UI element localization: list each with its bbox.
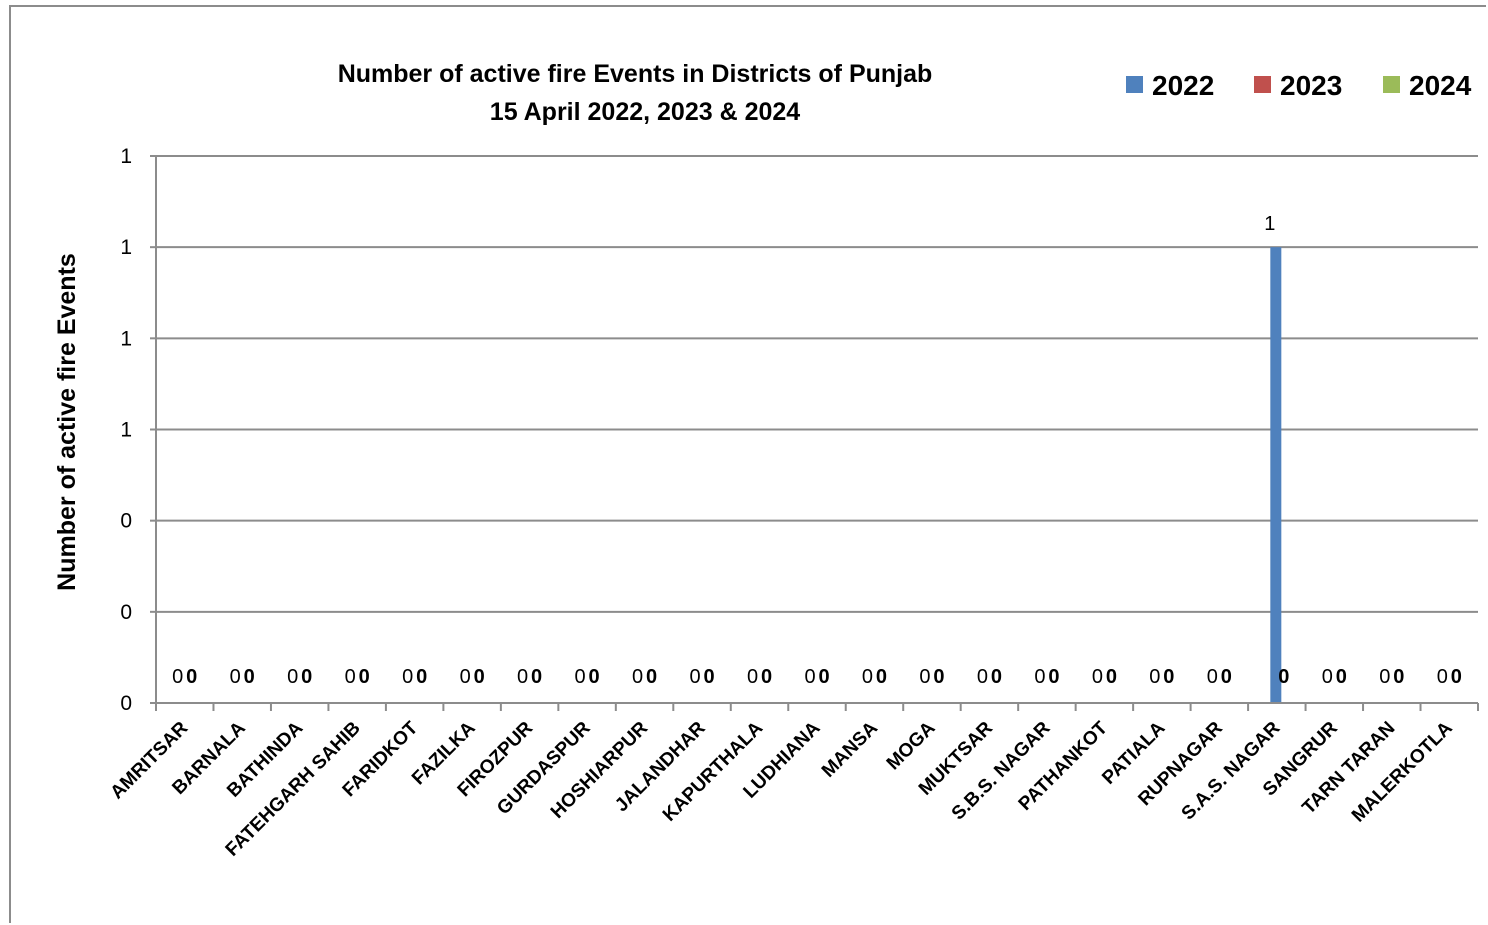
y-tick-label: 1: [120, 419, 132, 442]
gridlines: [156, 155, 1478, 613]
x-tick-label-s-a-s-nagar: S.A.S. NAGAR: [1178, 717, 1285, 824]
axes: [155, 156, 1478, 704]
y-tick-label: 1: [120, 236, 132, 259]
data-label-2022-sangrur: 0: [1322, 666, 1333, 688]
data-label-2022-fatehgarh-sahib: 0: [345, 666, 356, 688]
chart-title: Number of active fire Events in District…: [338, 60, 933, 88]
bars: [1270, 247, 1282, 703]
data-label-2023-pathankot: 0: [1106, 666, 1117, 688]
x-tick-label-moga: MOGA: [883, 717, 940, 774]
data-label-2022-gurdaspur: 0: [575, 666, 586, 688]
data-label-2023-jalandhar: 0: [703, 666, 714, 688]
y-tick-label: 0: [120, 601, 132, 624]
x-tick-label-s-b-s-nagar: S.B.S. NAGAR: [948, 717, 1055, 824]
data-label-2023-ludhiana: 0: [818, 666, 829, 688]
x-tick-label-malerkotla: MALERKOTLA: [1348, 717, 1457, 826]
data-label-2022-kapurthala: 0: [747, 666, 758, 688]
data-label-2022-bathinda: 0: [287, 666, 298, 688]
y-tick-label: 0: [120, 692, 132, 715]
data-label-2023-kapurthala: 0: [761, 666, 772, 688]
legend-label-2023: 2023: [1280, 70, 1342, 101]
data-label-2022-malerkotla: 0: [1437, 666, 1448, 688]
data-label-2023-fazilka: 0: [474, 666, 485, 688]
data-label-2023-gurdaspur: 0: [589, 666, 600, 688]
data-label-2022-hoshiarpur: 0: [632, 666, 643, 688]
data-label-2022-s-b-s-nagar: 0: [1034, 666, 1045, 688]
data-label-2022-patiala: 0: [1149, 666, 1160, 688]
data-label-2022-rupnagar: 0: [1207, 666, 1218, 688]
data-label-2022-fazilka: 0: [460, 666, 471, 688]
data-label-2022-firozpur: 0: [517, 666, 528, 688]
data-label-2022-jalandhar: 0: [689, 666, 700, 688]
data-label-2023-amritsar: 0: [186, 666, 197, 688]
y-axis-ticks: 0 0 0 1 1 1 1: [120, 145, 156, 715]
data-label-2023-bathinda: 0: [301, 666, 312, 688]
data-label-2022-amritsar: 0: [172, 666, 183, 688]
data-label-2023-rupnagar: 0: [1221, 666, 1232, 688]
bar-2022-s-a-s-nagar: [1270, 247, 1282, 703]
legend-label-2022: 2022: [1152, 70, 1214, 101]
y-tick-label: 1: [120, 327, 132, 350]
data-label-2023-moga: 0: [933, 666, 944, 688]
data-label-2023-fatehgarh-sahib: 0: [359, 666, 370, 688]
data-label-2022-barnala: 0: [230, 666, 241, 688]
data-labels: 0 0 0 0 0 0 0 0 0 0 0 0 0 0 0 0 0 0 010 0 00 0 0 0 0 0 0 0 0 0 0 0 0 0 0 0 0…: [172, 213, 1462, 688]
data-label-2022-muktsar: 0: [977, 666, 988, 688]
legend-label-2024: 2024: [1409, 70, 1472, 101]
data-label-2023-faridkot: 0: [416, 666, 427, 688]
data-label-2023-barnala: 0: [244, 666, 255, 688]
data-label-2023-hoshiarpur: 0: [646, 666, 657, 688]
data-label-2023-tarn-taran: 0: [1393, 666, 1404, 688]
legend-swatch-2023: [1254, 76, 1271, 93]
data-label-2023-muktsar: 0: [991, 666, 1002, 688]
data-label-2022-moga: 0: [919, 666, 930, 688]
data-label-2022-s-a-s-nagar: 1: [1264, 213, 1275, 235]
data-label-2023-sangrur: 0: [1336, 666, 1347, 688]
y-tick-label: 1: [120, 145, 132, 168]
data-label-2023-mansa: 0: [876, 666, 887, 688]
chart-subtitle: 15 April 2022, 2023 & 2024: [490, 98, 800, 126]
data-label-2022-pathankot: 0: [1092, 666, 1103, 688]
data-label-2023-s-a-s-nagar: 0: [1278, 666, 1289, 688]
data-label-2023-malerkotla: 0: [1451, 666, 1462, 688]
data-label-2023-s-b-s-nagar: 0: [1048, 666, 1059, 688]
x-tick-label-kapurthala: KAPURTHALA: [659, 717, 767, 825]
y-tick-label: 0: [120, 510, 132, 533]
legend: 2022 2023 2024: [1126, 70, 1472, 101]
data-label-2022-mansa: 0: [862, 666, 873, 688]
data-label-2022-tarn-taran: 0: [1379, 666, 1390, 688]
data-label-2023-patiala: 0: [1163, 666, 1174, 688]
data-label-2022-ludhiana: 0: [804, 666, 815, 688]
y-axis-label: Number of active fire Events: [53, 253, 81, 591]
legend-swatch-2024: [1383, 76, 1400, 93]
chart-frame: [9, 5, 1486, 923]
x-tick-label-hoshiarpur: HOSHIARPUR: [547, 717, 652, 822]
data-label-2023-firozpur: 0: [531, 666, 542, 688]
data-label-2022-faridkot: 0: [402, 666, 413, 688]
legend-swatch-2022: [1126, 76, 1143, 93]
x-tick-label-mansa: MANSA: [818, 717, 882, 781]
